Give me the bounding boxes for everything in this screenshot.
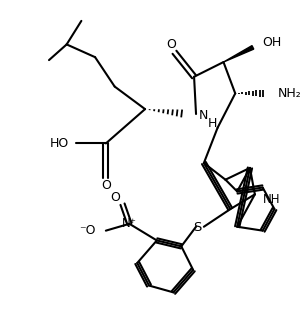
Text: O: O [167, 38, 177, 51]
Text: H: H [208, 117, 217, 130]
Text: O: O [101, 179, 111, 192]
Text: O: O [111, 191, 120, 204]
Text: S: S [194, 221, 202, 234]
Text: NH₂: NH₂ [277, 87, 301, 100]
Text: N⁺: N⁺ [122, 217, 137, 230]
Text: N: N [199, 110, 208, 122]
Text: OH: OH [263, 36, 282, 49]
Text: ⁻O: ⁻O [80, 224, 96, 237]
Polygon shape [224, 46, 254, 62]
Text: HO: HO [49, 137, 69, 150]
Text: NH: NH [263, 193, 280, 206]
